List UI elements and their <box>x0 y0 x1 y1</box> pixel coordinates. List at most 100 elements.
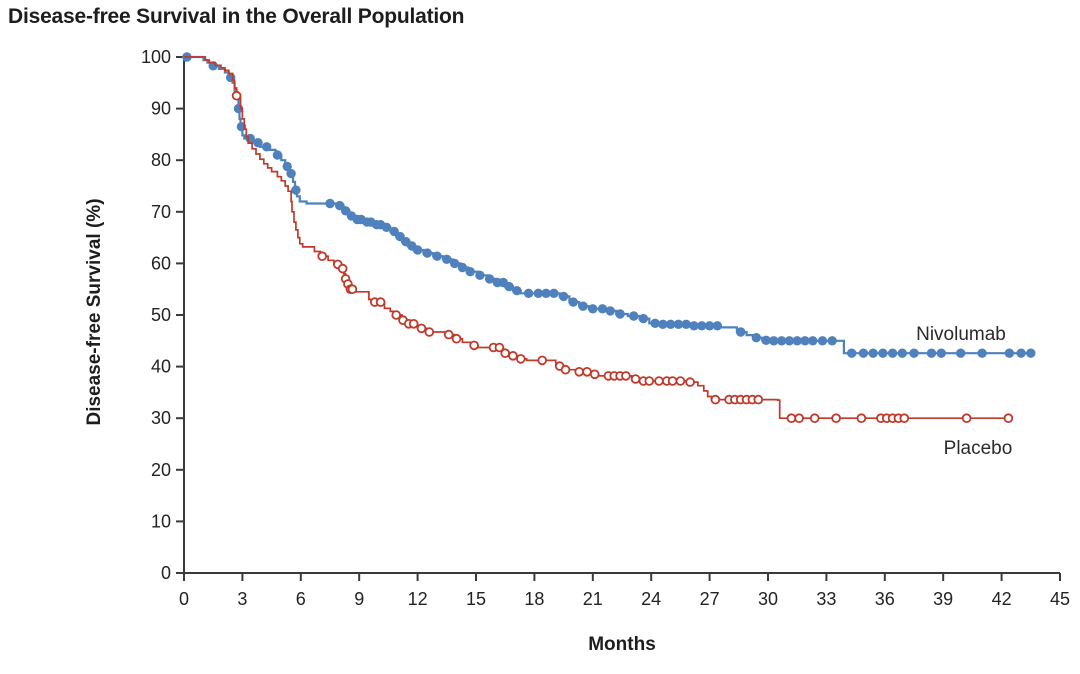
censor-mark-nivolumab <box>887 348 898 358</box>
censor-mark-nivolumab <box>776 336 787 346</box>
censor-mark-nivolumab <box>868 348 878 358</box>
censor-mark-placebo <box>494 342 505 353</box>
censor-mark-nivolumab <box>291 185 301 195</box>
censor-mark-nivolumab <box>897 348 907 358</box>
y-tick-label: 70 <box>151 202 171 222</box>
censor-mark-placebo <box>317 251 328 262</box>
censor-mark-nivolumab <box>936 348 946 358</box>
censor-mark-placebo <box>560 364 571 375</box>
censor-mark-nivolumab <box>432 251 442 261</box>
censor-mark-nivolumab <box>1026 348 1036 358</box>
censor-mark-placebo <box>537 355 547 366</box>
censor-mark-placebo <box>654 376 664 386</box>
y-tick-label: 10 <box>151 511 171 531</box>
censor-mark-nivolumab <box>457 262 468 273</box>
censor-mark-placebo <box>231 90 242 101</box>
censor-mark-nivolumab <box>817 336 828 346</box>
censor-mark-nivolumab <box>827 336 837 346</box>
censor-mark-nivolumab <box>449 258 460 269</box>
censor-mark-nivolumab <box>588 304 598 314</box>
censor-mark-nivolumab <box>878 348 888 358</box>
censor-mark-placebo <box>391 310 402 320</box>
y-tick-label: 50 <box>151 305 171 325</box>
censor-mark-placebo <box>347 284 358 295</box>
censor-mark-nivolumab <box>422 248 432 258</box>
x-tick-label: 24 <box>641 589 661 609</box>
censor-mark-placebo <box>621 371 631 381</box>
censor-mark-nivolumab <box>549 288 559 298</box>
censor-mark-nivolumab <box>1004 348 1015 358</box>
censor-mark-placebo <box>451 333 462 344</box>
censor-mark-placebo <box>375 297 386 307</box>
censor-mark-placebo <box>416 323 427 334</box>
censor-mark-placebo <box>469 340 479 351</box>
censor-mark-nivolumab <box>977 348 987 358</box>
censor-mark-nivolumab <box>605 306 615 316</box>
censor-mark-nivolumab <box>533 288 543 298</box>
x-tick-label: 33 <box>816 589 836 609</box>
censor-mark-nivolumab <box>926 348 937 358</box>
censor-mark-nivolumab <box>568 297 578 307</box>
censor-mark-nivolumab <box>475 270 485 280</box>
censor-mark-nivolumab <box>784 336 795 346</box>
y-tick-label: 30 <box>151 408 171 428</box>
y-tick-label: 60 <box>151 253 171 273</box>
censor-mark-nivolumab <box>325 198 335 209</box>
censor-mark-placebo <box>899 413 910 424</box>
censor-mark-nivolumab <box>262 142 272 152</box>
x-tick-label: 39 <box>933 589 953 609</box>
censor-mark-placebo <box>500 348 511 359</box>
censor-mark-nivolumab <box>761 335 771 345</box>
x-tick-label: 18 <box>524 589 544 609</box>
censor-mark-placebo <box>667 376 678 386</box>
censor-mark-placebo <box>961 413 972 424</box>
censor-mark-placebo <box>753 394 764 405</box>
censor-mark-nivolumab <box>512 286 522 296</box>
censor-mark-nivolumab <box>272 150 283 160</box>
censor-mark-placebo <box>630 374 641 384</box>
censor-mark-nivolumab <box>712 321 723 331</box>
censor-mark-placebo <box>1003 413 1014 424</box>
censor-mark-placebo <box>856 413 867 424</box>
x-tick-label: 30 <box>758 589 778 609</box>
x-tick-label: 36 <box>875 589 895 609</box>
censor-mark-nivolumab <box>578 301 588 311</box>
censor-mark-placebo <box>574 366 584 377</box>
censor-mark-nivolumab <box>658 319 668 329</box>
curve-placebo <box>184 56 1010 420</box>
censor-mark-nivolumab <box>666 319 676 329</box>
chart-title: Disease-free Survival in the Overall Pop… <box>8 5 465 28</box>
censor-mark-nivolumab <box>769 336 779 346</box>
x-tick-label: 42 <box>992 589 1012 609</box>
censor-mark-placebo <box>685 377 695 387</box>
censor-mark-nivolumab <box>282 161 292 172</box>
y-tick-label: 40 <box>151 357 171 377</box>
censor-mark-nivolumab <box>650 318 660 328</box>
censor-mark-nivolumab <box>286 168 296 179</box>
censor-mark-nivolumab <box>615 309 625 319</box>
censor-mark-nivolumab <box>638 313 649 324</box>
censor-mark-nivolumab <box>1016 348 1026 358</box>
x-tick-label: 6 <box>296 589 306 609</box>
censor-mark-nivolumab <box>697 321 707 331</box>
y-tick-label: 80 <box>151 150 171 170</box>
censor-mark-nivolumab <box>736 327 746 337</box>
y-tick-label: 100 <box>141 47 171 67</box>
x-tick-label: 9 <box>354 589 364 609</box>
censor-mark-nivolumab <box>792 336 802 346</box>
censor-mark-placebo <box>794 413 804 424</box>
censor-mark-placebo <box>443 329 454 340</box>
censor-mark-nivolumab <box>847 348 857 358</box>
y-axis-title: Disease-free Survival (%) <box>84 198 105 425</box>
x-tick-label: 15 <box>466 589 486 609</box>
censor-mark-placebo <box>424 327 435 337</box>
censor-mark-placebo <box>515 354 526 364</box>
censor-mark-nivolumab <box>523 288 534 298</box>
censor-mark-nivolumab <box>597 304 608 314</box>
censor-mark-placebo <box>589 369 600 380</box>
censor-mark-nivolumab <box>504 281 514 292</box>
censor-mark-nivolumab <box>629 311 639 321</box>
censor-mark-placebo <box>408 318 419 329</box>
